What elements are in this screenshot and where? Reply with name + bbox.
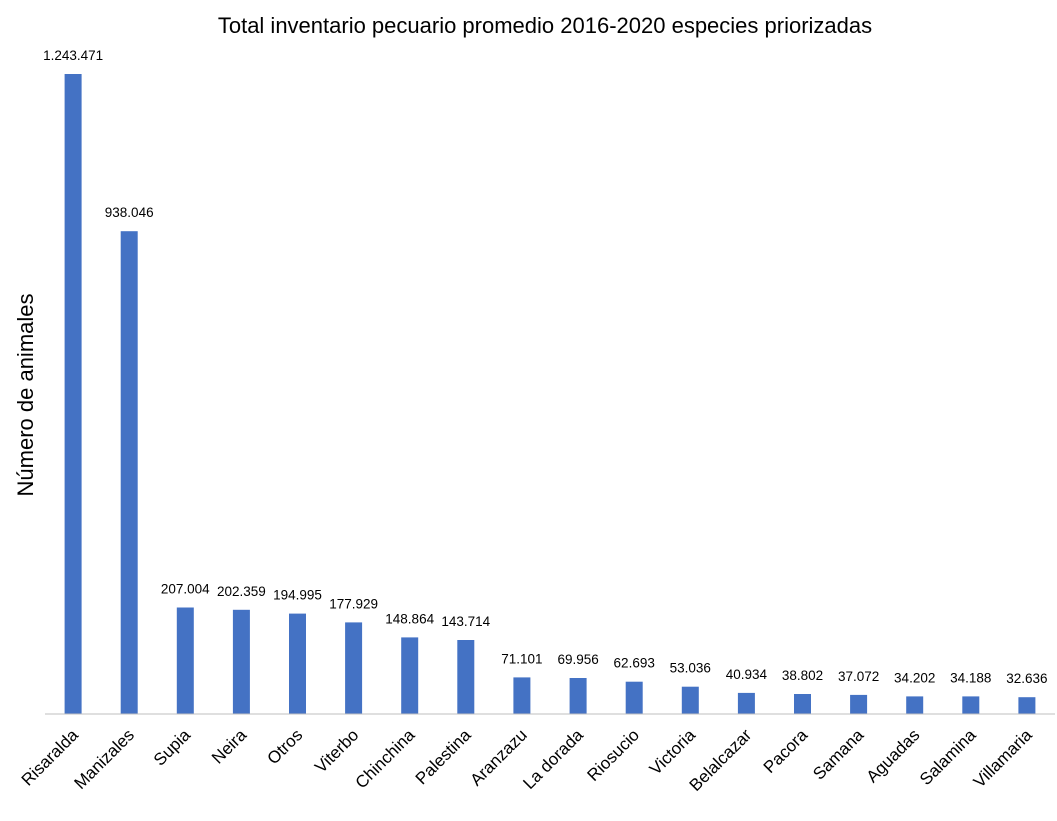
bar-neira [232,609,250,714]
bars-group [64,74,1036,714]
data-label: 62.693 [614,656,655,671]
data-label: 194.995 [273,588,322,603]
data-labels-group: 1.243.471 938.046 207.004 202.359 194.995 177… [43,48,1047,686]
bar-risaralda [64,74,82,714]
bar-victoria [681,686,699,714]
bar-aguadas [906,696,924,714]
data-label: 938.046 [105,205,154,220]
x-tick-label: Palestina [412,725,475,788]
x-tick-label: Belalcazar [686,725,756,795]
bar-pacora [794,694,811,714]
bar-otros [289,613,306,714]
bar-palestina [457,640,475,714]
bar-chinchina [401,637,419,714]
data-label: 143.714 [441,614,490,629]
x-tick-label: Manizales [70,725,138,793]
x-tick-label: Otros [264,725,307,768]
data-label: 32.636 [1006,671,1047,686]
x-tick-label: Supia [150,725,195,770]
data-label: 1.243.471 [43,48,103,63]
x-tick-label: Samana [809,725,868,784]
bar-salamina [962,696,980,714]
x-tick-label: Chinchina [352,725,419,792]
data-label: 148.864 [385,611,434,626]
chart-title: Total inventario pecuario promedio 2016-… [218,13,872,38]
x-tick-label: Riosucio [583,725,643,785]
data-label: 37.072 [838,669,879,684]
x-tick-label: Aguadas [863,725,924,786]
data-label: 34.188 [950,670,991,685]
y-axis-label: Número de animales [13,294,38,497]
bar-belalcazar [737,692,755,714]
data-label: 34.202 [894,670,935,685]
data-label: 69.956 [557,652,598,667]
bar-supia [176,607,194,714]
data-label: 207.004 [161,582,210,597]
bar-samana [850,694,868,714]
x-tick-label: Victoria [646,725,700,779]
bar-la-dorada [569,678,587,714]
bar-riosucio [625,681,643,714]
data-label: 71.101 [501,651,542,666]
bar-villamaria [1018,697,1036,714]
data-label: 177.929 [329,596,378,611]
bar-aranzazu [513,677,531,714]
bar-viterbo [345,622,363,714]
data-label: 202.359 [217,584,266,599]
x-tick-label: Viterbo [311,725,362,776]
data-label: 40.934 [726,667,768,682]
x-tick-label: Neira [208,725,251,768]
bar-manizales [120,231,138,714]
x-tick-label: Pacora [760,725,812,777]
data-label: 38.802 [782,668,823,683]
x-tick-label: La dorada [519,725,587,793]
x-tick-label: Villamaria [970,725,1036,791]
data-label: 53.036 [670,661,711,676]
